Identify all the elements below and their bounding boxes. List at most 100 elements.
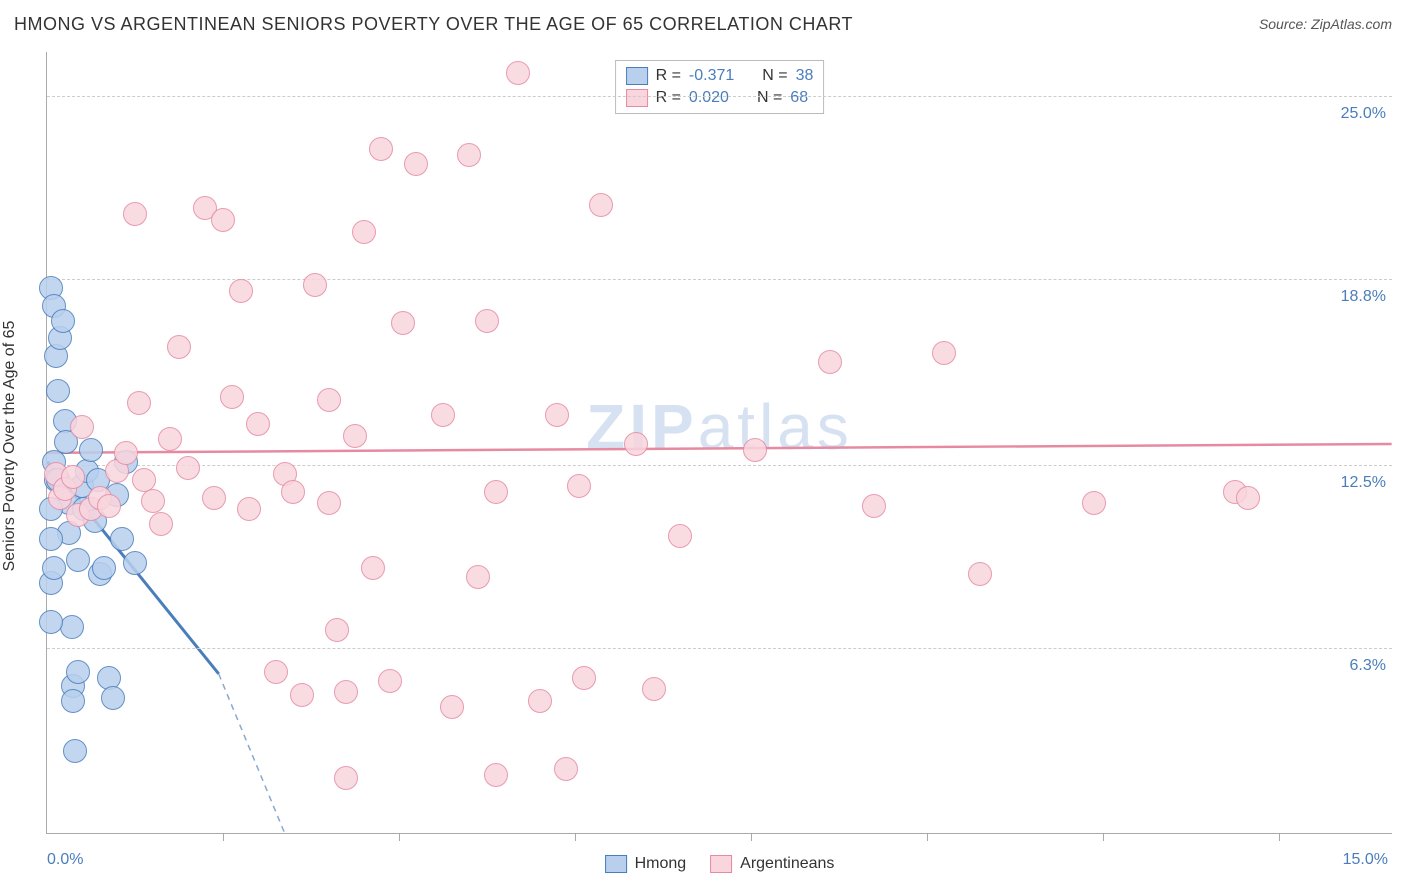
scatter-point (642, 677, 666, 701)
watermark: ZIPatlas (586, 390, 853, 464)
scatter-point (70, 415, 94, 439)
scatter-point (61, 689, 85, 713)
scatter-point (149, 512, 173, 536)
scatter-point (343, 424, 367, 448)
n-value-1: 68 (790, 89, 808, 107)
scatter-point (39, 610, 63, 634)
x-tick-mark (751, 833, 752, 841)
n-label-1: N = (757, 89, 782, 107)
legend-item-hmong: Hmong (605, 855, 687, 873)
scatter-point (42, 556, 66, 580)
scatter-point (281, 480, 305, 504)
scatter-point (484, 763, 508, 787)
scatter-point (475, 309, 499, 333)
legend-label-argentineans: Argentineans (740, 855, 834, 873)
y-tick-label: 25.0% (1341, 105, 1386, 123)
y-axis-title: Seniors Poverty Over the Age of 65 (1, 321, 19, 572)
stats-row-hmong: R = -0.371 N = 38 (626, 65, 814, 87)
scatter-point (818, 350, 842, 374)
scatter-point (101, 686, 125, 710)
chart-header: HMONG VS ARGENTINEAN SENIORS POVERTY OVE… (0, 0, 1406, 48)
scatter-point (264, 660, 288, 684)
scatter-point (290, 683, 314, 707)
scatter-point (484, 480, 508, 504)
scatter-point (158, 427, 182, 451)
scatter-point (624, 432, 648, 456)
scatter-point (743, 438, 767, 462)
x-tick-mark (927, 833, 928, 841)
legend-swatch-argentineans (710, 855, 732, 873)
r-label-1: R = (656, 89, 681, 107)
scatter-point (167, 335, 191, 359)
scatter-point (391, 311, 415, 335)
scatter-point (176, 456, 200, 480)
scatter-point (66, 660, 90, 684)
y-tick-label: 12.5% (1341, 474, 1386, 492)
legend-item-argentineans: Argentineans (710, 855, 834, 873)
swatch-argentineans (626, 89, 648, 107)
scatter-point (229, 279, 253, 303)
scatter-point (440, 695, 464, 719)
scatter-point (668, 524, 692, 548)
scatter-point (431, 403, 455, 427)
chart-title: HMONG VS ARGENTINEAN SENIORS POVERTY OVE… (14, 14, 853, 35)
y-tick-label: 18.8% (1341, 288, 1386, 306)
x-tick-mark (1103, 833, 1104, 841)
watermark-light: atlas (698, 391, 853, 463)
legend-label-hmong: Hmong (635, 855, 687, 873)
scatter-point (123, 551, 147, 575)
gridline-h (47, 648, 1392, 649)
scatter-point (466, 565, 490, 589)
n-label-0: N = (762, 67, 787, 85)
scatter-point (334, 680, 358, 704)
scatter-point (1236, 486, 1260, 510)
scatter-point (46, 379, 70, 403)
scatter-point (317, 388, 341, 412)
stats-legend: R = -0.371 N = 38 R = 0.020 N = 68 (615, 60, 825, 114)
scatter-point (63, 739, 87, 763)
swatch-hmong (626, 67, 648, 85)
plot-area: ZIPatlas R = -0.371 N = 38 R = 0.020 N =… (46, 52, 1392, 834)
x-start-label: 0.0% (47, 851, 83, 869)
scatter-point (220, 385, 244, 409)
scatter-point (123, 202, 147, 226)
r-label-0: R = (656, 67, 681, 85)
scatter-point (51, 309, 75, 333)
scatter-point (932, 341, 956, 365)
scatter-point (968, 562, 992, 586)
scatter-point (237, 497, 261, 521)
scatter-point (110, 527, 134, 551)
x-end-label: 15.0% (1343, 851, 1388, 869)
scatter-point (66, 548, 90, 572)
scatter-point (352, 220, 376, 244)
scatter-point (361, 556, 385, 580)
scatter-point (528, 689, 552, 713)
n-value-0: 38 (796, 67, 814, 85)
scatter-point (61, 465, 85, 489)
r-value-1: 0.020 (689, 89, 729, 107)
scatter-point (92, 556, 116, 580)
scatter-point (114, 441, 138, 465)
scatter-point (457, 143, 481, 167)
trend-lines-layer (47, 52, 1392, 833)
scatter-point (1082, 491, 1106, 515)
stats-row-argentineans: R = 0.020 N = 68 (626, 87, 814, 109)
x-tick-mark (1279, 833, 1280, 841)
scatter-point (246, 412, 270, 436)
scatter-point (325, 618, 349, 642)
scatter-point (369, 137, 393, 161)
scatter-point (79, 438, 103, 462)
scatter-point (334, 766, 358, 790)
scatter-point (317, 491, 341, 515)
scatter-point (97, 494, 121, 518)
scatter-point (404, 152, 428, 176)
scatter-point (141, 489, 165, 513)
x-tick-mark (399, 833, 400, 841)
gridline-h (47, 465, 1392, 466)
scatter-point (554, 757, 578, 781)
scatter-point (572, 666, 596, 690)
scatter-point (202, 486, 226, 510)
legend-swatch-hmong (605, 855, 627, 873)
scatter-point (127, 391, 151, 415)
scatter-point (545, 403, 569, 427)
